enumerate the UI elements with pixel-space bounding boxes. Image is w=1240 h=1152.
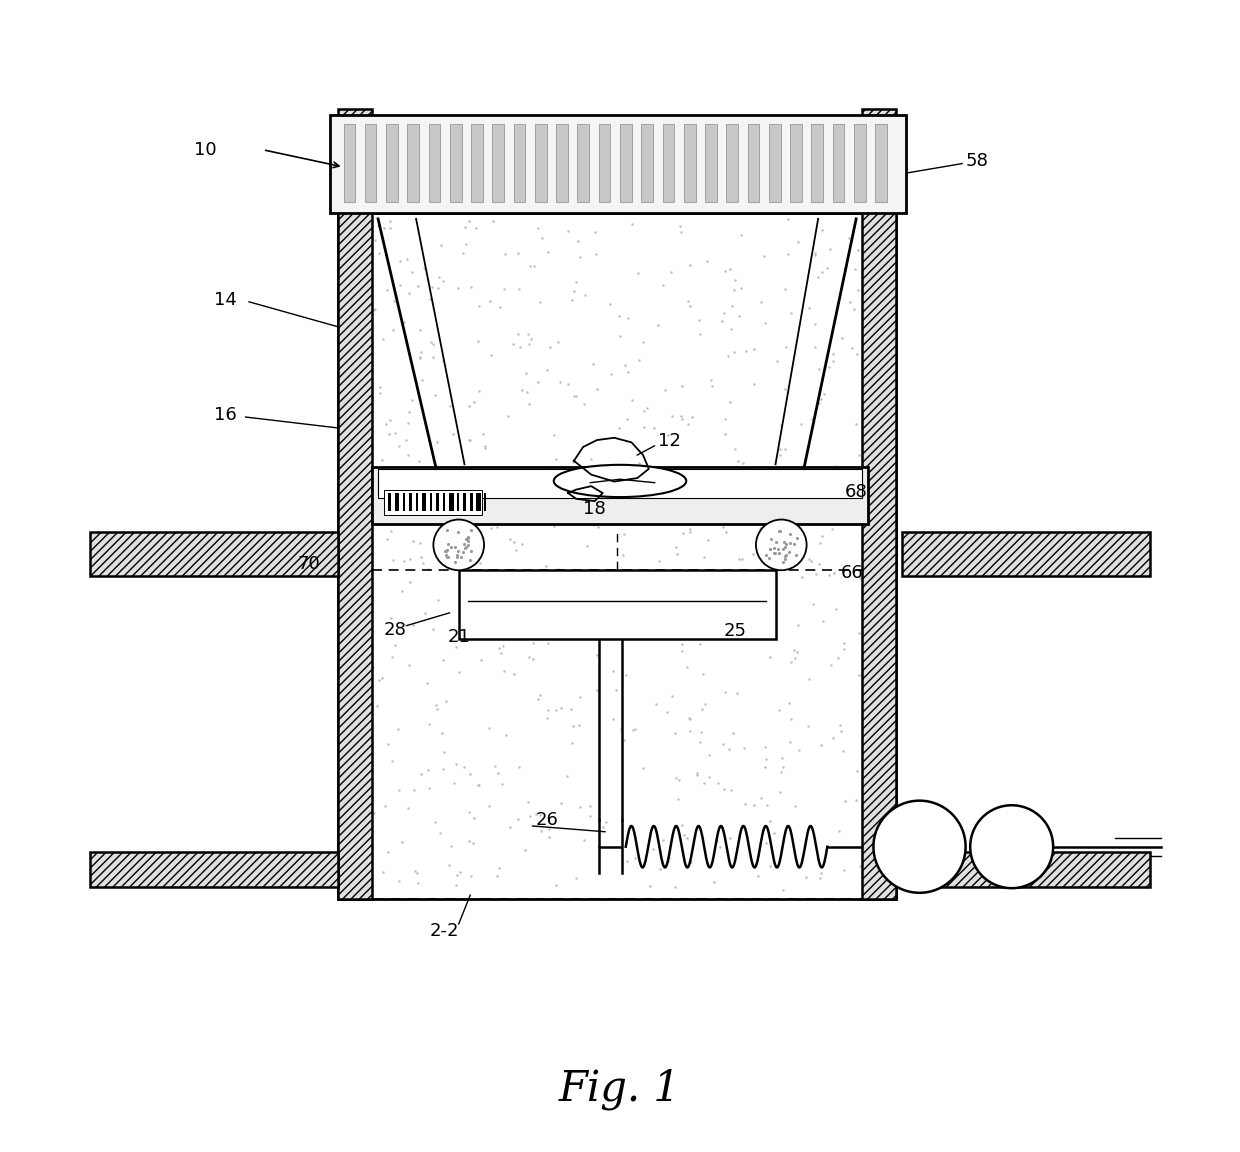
Text: 18: 18 xyxy=(583,500,606,518)
Bar xyxy=(430,493,433,511)
Bar xyxy=(471,124,482,202)
Circle shape xyxy=(873,801,966,893)
Bar xyxy=(91,852,337,887)
Text: 70: 70 xyxy=(298,555,320,574)
Bar xyxy=(394,493,399,511)
Bar xyxy=(620,124,631,202)
Bar xyxy=(409,493,412,511)
Bar xyxy=(91,532,337,576)
Bar xyxy=(875,124,887,202)
Text: 12: 12 xyxy=(658,432,681,450)
Bar xyxy=(388,493,392,511)
Bar xyxy=(384,490,482,515)
Text: 66: 66 xyxy=(841,563,864,582)
Text: 2-2: 2-2 xyxy=(430,922,459,940)
Bar xyxy=(534,124,547,202)
Bar xyxy=(811,124,823,202)
Bar xyxy=(337,109,372,899)
Bar xyxy=(458,493,459,511)
Ellipse shape xyxy=(554,464,686,498)
Bar xyxy=(407,124,419,202)
Bar xyxy=(862,109,897,899)
Bar xyxy=(748,124,759,202)
Circle shape xyxy=(970,805,1053,888)
Bar xyxy=(337,213,897,899)
Bar xyxy=(459,570,775,639)
Bar xyxy=(429,124,440,202)
Bar xyxy=(557,124,568,202)
Bar xyxy=(403,493,405,511)
Bar xyxy=(706,124,717,202)
Bar xyxy=(903,532,1149,576)
Bar xyxy=(443,493,445,511)
Bar xyxy=(727,124,738,202)
Bar xyxy=(378,470,862,498)
Text: 68: 68 xyxy=(844,483,868,501)
Bar xyxy=(449,493,454,511)
Bar xyxy=(330,115,905,213)
Bar xyxy=(484,493,486,511)
Bar xyxy=(372,467,868,524)
Bar xyxy=(513,124,526,202)
Bar xyxy=(790,124,802,202)
Text: 26: 26 xyxy=(536,811,559,829)
Bar xyxy=(435,493,439,511)
Bar xyxy=(833,124,844,202)
Circle shape xyxy=(433,520,484,570)
Text: 10: 10 xyxy=(193,141,217,159)
Text: 16: 16 xyxy=(215,406,237,424)
Text: 58: 58 xyxy=(966,152,988,170)
Bar xyxy=(769,124,780,202)
Bar xyxy=(463,493,466,511)
Bar xyxy=(365,124,377,202)
Text: Fig. 1: Fig. 1 xyxy=(559,1068,681,1109)
Bar xyxy=(422,493,427,511)
Bar xyxy=(470,493,472,511)
Bar xyxy=(343,124,355,202)
Text: 21: 21 xyxy=(448,628,470,646)
Bar xyxy=(662,124,675,202)
Circle shape xyxy=(756,520,807,570)
Bar xyxy=(492,124,505,202)
Bar xyxy=(578,124,589,202)
Bar xyxy=(683,124,696,202)
Text: 28: 28 xyxy=(384,621,407,639)
Bar xyxy=(599,124,610,202)
Text: 25: 25 xyxy=(724,622,746,641)
Bar xyxy=(854,124,866,202)
Bar xyxy=(386,124,398,202)
Bar xyxy=(415,493,418,511)
Bar xyxy=(450,124,461,202)
Bar xyxy=(476,493,481,511)
Bar xyxy=(903,852,1149,887)
Bar xyxy=(641,124,653,202)
Text: 14: 14 xyxy=(215,290,237,309)
